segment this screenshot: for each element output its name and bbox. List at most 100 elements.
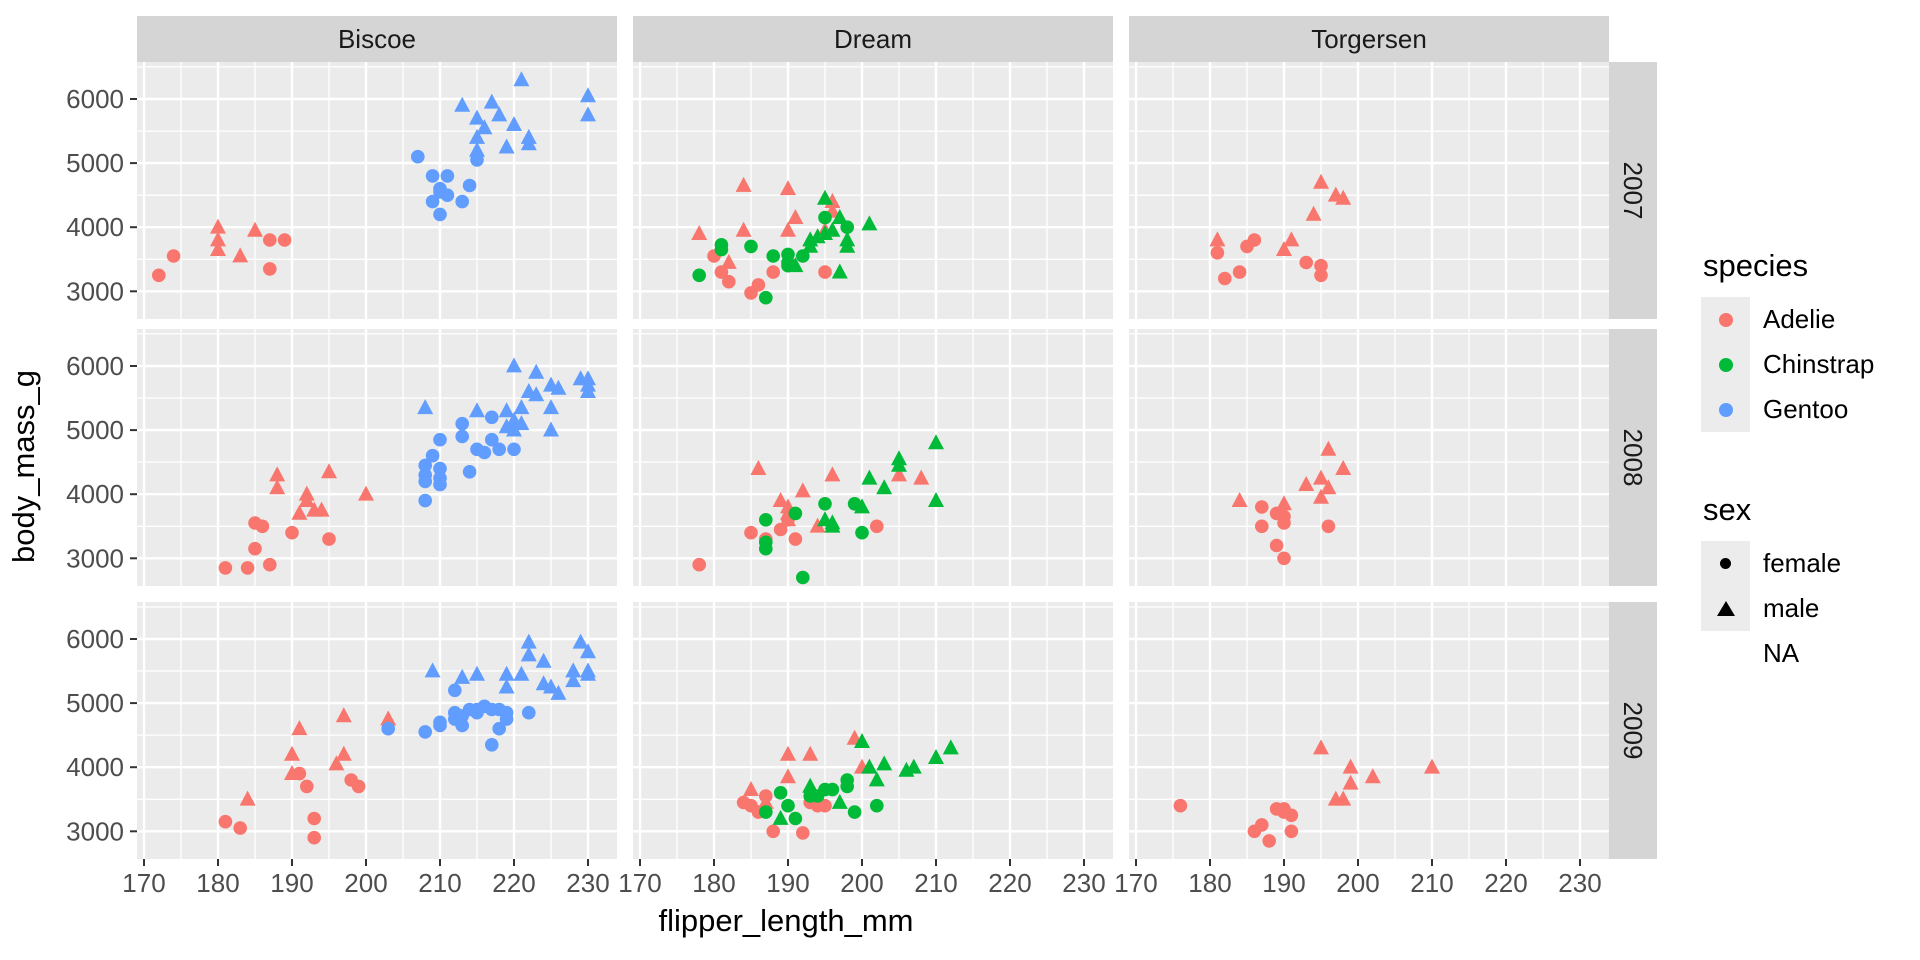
data-point xyxy=(476,119,493,135)
data-point xyxy=(381,721,396,736)
data-point xyxy=(469,402,485,418)
data-point xyxy=(485,738,499,752)
facet-panel xyxy=(1129,329,1609,586)
facet-row-strip xyxy=(1609,329,1657,586)
x-tick-label: 230 xyxy=(566,868,609,898)
chinstrap-point-icon xyxy=(1718,357,1733,372)
legend-item-na: NA xyxy=(1701,631,1841,676)
x-tick-label: 210 xyxy=(418,868,461,898)
data-point xyxy=(1299,255,1313,270)
data-point xyxy=(469,128,485,144)
data-point xyxy=(284,745,300,761)
data-point xyxy=(550,379,567,395)
data-point xyxy=(692,557,706,572)
data-point xyxy=(1277,516,1291,530)
data-point xyxy=(796,570,810,585)
data-point xyxy=(210,241,226,256)
data-point xyxy=(477,445,492,460)
x-tick-label: 200 xyxy=(1336,868,1379,898)
data-point xyxy=(580,643,596,659)
x-tick-label: 230 xyxy=(1062,868,1105,898)
data-point xyxy=(1313,739,1329,755)
x-tick-label: 200 xyxy=(840,868,883,898)
data-point xyxy=(358,485,374,501)
x-tick-label: 220 xyxy=(1484,868,1527,898)
data-point xyxy=(247,221,263,237)
data-point xyxy=(855,525,869,540)
data-point xyxy=(433,477,447,492)
data-point xyxy=(1173,798,1188,813)
data-point xyxy=(868,771,885,787)
x-tick-label: 170 xyxy=(1114,868,1157,898)
data-point xyxy=(440,169,455,183)
x-tick-label: 190 xyxy=(766,868,809,898)
data-point xyxy=(766,824,780,839)
data-point xyxy=(722,274,736,289)
data-point xyxy=(485,432,499,447)
data-point xyxy=(787,209,804,224)
data-point xyxy=(824,466,841,482)
data-point xyxy=(796,826,810,840)
data-point xyxy=(744,239,758,254)
y-tick-label: 6000 xyxy=(66,351,124,381)
data-point xyxy=(307,811,322,826)
data-point xyxy=(298,492,315,507)
data-point xyxy=(1320,479,1337,495)
legend-title-sex: sex xyxy=(1703,492,1752,527)
data-point xyxy=(233,821,247,835)
legend-key-box xyxy=(1701,297,1750,342)
data-point xyxy=(455,718,470,733)
data-point xyxy=(766,265,780,279)
data-point xyxy=(425,169,440,183)
data-point xyxy=(735,221,752,237)
data-point xyxy=(831,793,848,809)
x-tick-label: 170 xyxy=(122,868,165,898)
data-point xyxy=(735,176,752,192)
data-point xyxy=(448,683,462,698)
data-point xyxy=(255,519,270,534)
data-point xyxy=(818,210,832,225)
data-point xyxy=(269,479,286,495)
legend-item-female: female xyxy=(1701,541,1841,586)
data-point xyxy=(513,415,530,431)
data-point xyxy=(239,790,256,806)
legend-key-box xyxy=(1701,631,1750,676)
facet-panel xyxy=(137,602,617,859)
data-point xyxy=(455,194,470,209)
data-point xyxy=(780,180,796,196)
data-point xyxy=(1335,189,1352,205)
data-point xyxy=(535,652,552,668)
data-point xyxy=(1313,469,1329,485)
data-point xyxy=(831,209,848,224)
data-point xyxy=(580,106,596,122)
male-triangle-icon xyxy=(1716,601,1735,616)
data-point xyxy=(891,456,907,472)
data-point xyxy=(788,506,803,521)
data-point xyxy=(520,135,537,151)
x-tick-label: 170 xyxy=(618,868,661,898)
facet-row-strip xyxy=(1609,62,1657,319)
data-point xyxy=(876,755,893,771)
data-point xyxy=(802,237,819,253)
data-point xyxy=(418,458,433,473)
data-point xyxy=(263,233,277,247)
x-axis-title: flipper_length_mm xyxy=(658,903,914,938)
data-point xyxy=(572,633,589,649)
data-point xyxy=(751,278,766,292)
data-point xyxy=(788,532,803,546)
data-point xyxy=(781,798,795,813)
data-point xyxy=(492,442,507,457)
data-point xyxy=(485,410,499,425)
data-point xyxy=(469,141,485,157)
x-tick-label: 180 xyxy=(692,868,735,898)
data-point xyxy=(1247,233,1262,247)
facet-panel xyxy=(137,62,617,319)
legend-key-box xyxy=(1701,387,1750,432)
data-point xyxy=(691,225,708,240)
x-tick-label: 190 xyxy=(1262,868,1305,898)
y-tick-label: 5000 xyxy=(66,415,124,445)
data-point xyxy=(1269,538,1284,553)
data-point xyxy=(759,541,773,556)
y-tick-label: 5000 xyxy=(66,148,124,178)
x-tick-label: 210 xyxy=(1410,868,1453,898)
